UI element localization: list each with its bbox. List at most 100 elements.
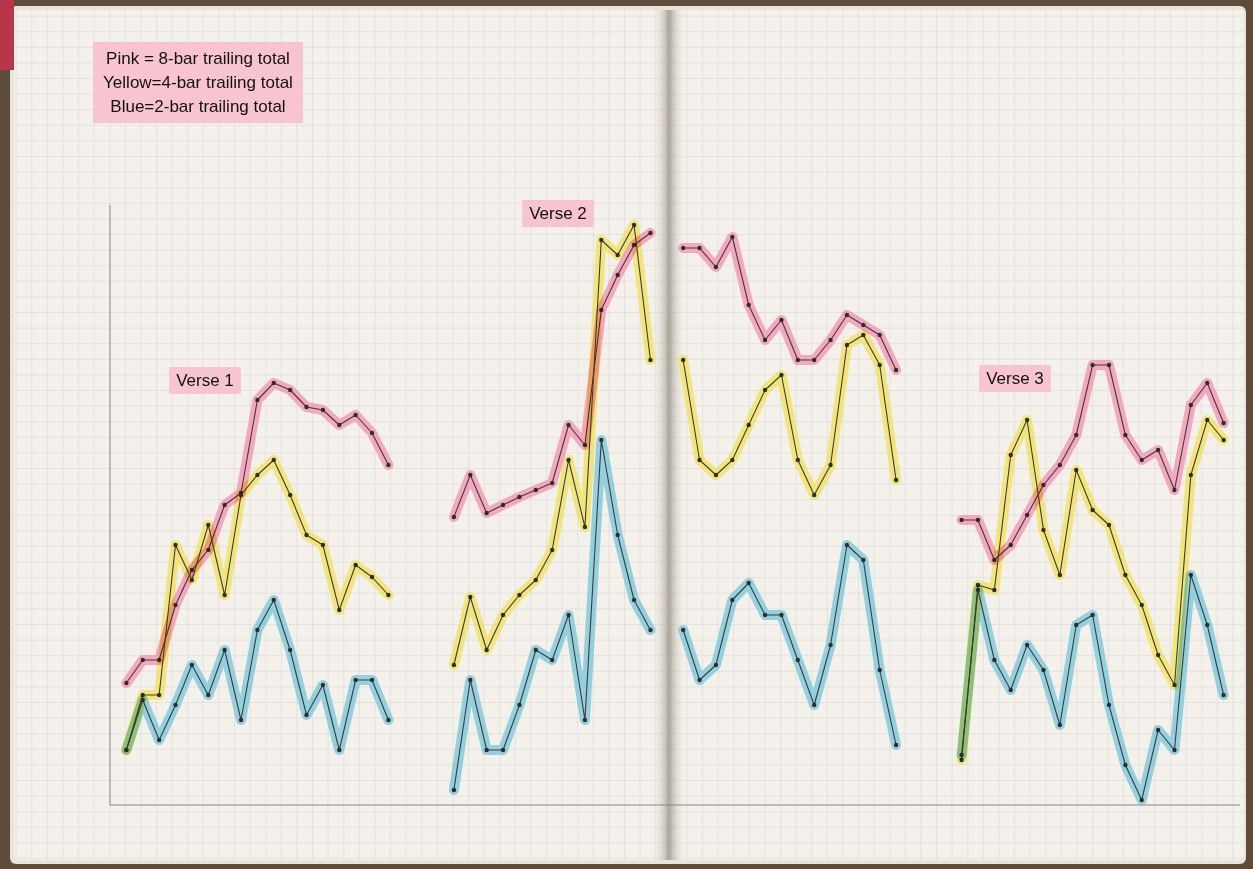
point — [976, 518, 980, 522]
point — [1140, 798, 1144, 802]
point — [796, 658, 800, 662]
annotation-text: Verse 3 — [986, 369, 1044, 388]
point — [501, 613, 505, 617]
legend-box — [93, 42, 303, 123]
point — [1025, 513, 1029, 517]
point — [1221, 421, 1225, 425]
point — [976, 588, 980, 592]
annotation-patch — [169, 367, 241, 394]
point — [845, 343, 849, 347]
point — [992, 658, 996, 662]
pen-line — [126, 440, 1223, 800]
point — [992, 588, 996, 592]
point — [894, 743, 898, 747]
point — [272, 598, 276, 602]
point — [1074, 623, 1078, 627]
point — [1205, 418, 1209, 422]
legend-entry: Pink = 8-bar trailing total — [106, 49, 290, 68]
point — [353, 563, 357, 567]
annotation-text: Verse 1 — [176, 371, 234, 390]
point — [517, 703, 521, 707]
point — [845, 313, 849, 317]
point — [239, 718, 243, 722]
point — [566, 458, 570, 462]
point — [1189, 573, 1193, 577]
point — [1090, 508, 1094, 512]
point — [501, 748, 505, 752]
point — [681, 358, 685, 362]
point — [1025, 643, 1029, 647]
point — [730, 235, 734, 239]
point — [878, 363, 882, 367]
point — [173, 703, 177, 707]
point — [484, 511, 488, 515]
point — [222, 503, 226, 507]
point — [1058, 463, 1062, 467]
y-axis — [110, 205, 111, 805]
point — [812, 493, 816, 497]
point — [501, 503, 505, 507]
point — [796, 358, 800, 362]
point — [812, 703, 816, 707]
point — [779, 613, 783, 617]
point — [681, 628, 685, 632]
elastic-band — [0, 0, 14, 70]
point — [1074, 468, 1078, 472]
point — [124, 681, 128, 685]
point — [1221, 693, 1225, 697]
point — [1156, 728, 1160, 732]
point — [386, 463, 390, 467]
point — [1140, 603, 1144, 607]
point — [173, 543, 177, 547]
legend: Pink = 8-bar trailing total Yellow=4-bar … — [93, 42, 303, 123]
point — [1058, 573, 1062, 577]
highlighter-line — [126, 225, 1223, 760]
point — [1090, 363, 1094, 367]
point — [141, 698, 145, 702]
point — [746, 581, 750, 585]
point — [697, 458, 701, 462]
annotation-text: Verse 2 — [529, 204, 587, 223]
point — [124, 748, 128, 752]
point — [730, 598, 734, 602]
point — [255, 473, 259, 477]
point — [239, 493, 243, 497]
point — [1205, 381, 1209, 385]
point — [1172, 488, 1176, 492]
legend-entry: Yellow=4-bar trailing total — [103, 73, 293, 92]
legend-entry: Blue=2-bar trailing total — [110, 97, 285, 116]
point — [468, 678, 472, 682]
highlighter-line — [126, 440, 1223, 800]
point — [206, 523, 210, 527]
point — [632, 598, 636, 602]
point — [321, 683, 325, 687]
point — [517, 593, 521, 597]
point — [157, 738, 161, 742]
point — [337, 423, 341, 427]
point — [779, 373, 783, 377]
point — [370, 678, 374, 682]
point — [1107, 523, 1111, 527]
point — [697, 678, 701, 682]
point — [337, 748, 341, 752]
point — [583, 718, 587, 722]
point — [812, 358, 816, 362]
point — [1189, 403, 1193, 407]
point — [386, 718, 390, 722]
point — [484, 648, 488, 652]
point — [550, 548, 554, 552]
pen-line — [126, 233, 1223, 683]
chart: Pink = 8-bar trailing total Yellow=4-bar … — [0, 0, 1253, 869]
point — [255, 628, 259, 632]
point — [828, 643, 832, 647]
point — [468, 595, 472, 599]
point — [566, 613, 570, 617]
pen-line — [126, 225, 1223, 760]
annotation-patch — [979, 365, 1051, 392]
point — [599, 438, 603, 442]
point — [714, 663, 718, 667]
point — [484, 748, 488, 752]
annotation: Verse 1 — [169, 367, 241, 394]
point — [648, 231, 652, 235]
point — [222, 648, 226, 652]
